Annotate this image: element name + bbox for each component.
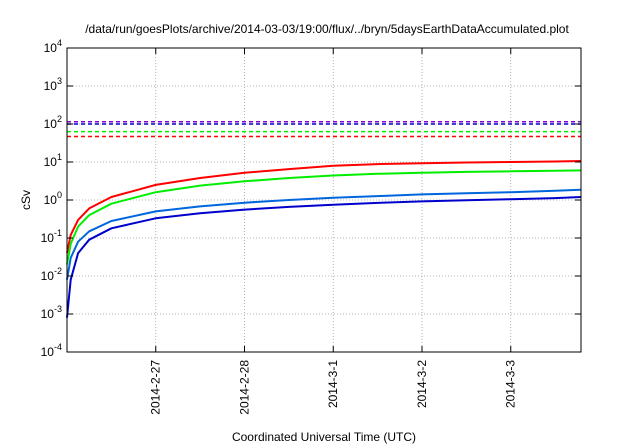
series-lines <box>66 160 582 318</box>
x-tick-label: 2014-3-2 <box>415 360 429 408</box>
y-tick-label: 102 <box>44 114 62 131</box>
y-tick-label: 10-1 <box>41 228 62 245</box>
series-line <box>66 169 582 265</box>
series-line <box>66 160 582 254</box>
x-axis-label: Coordinated Universal Time (UTC) <box>232 430 416 444</box>
y-tick-label: 10-3 <box>41 304 62 321</box>
threshold-lines <box>67 120 581 138</box>
x-tick-label: 2014-2-28 <box>237 360 251 415</box>
x-tick-label: 2014-2-27 <box>149 360 163 415</box>
x-tick-label: 2014-3-1 <box>326 360 340 408</box>
series-line <box>66 196 582 318</box>
chart-title: /data/run/goesPlots/archive/2014-03-03/1… <box>85 22 569 36</box>
y-tick-label: 10-4 <box>41 342 62 359</box>
y-axis-label: cSv <box>19 190 33 210</box>
x-ticks: 2014-2-27 2014-2-28 2014-3-1 2014-3-2 2014-3… <box>149 48 518 415</box>
y-tick-label: 104 <box>44 38 62 55</box>
y-tick-label: 100 <box>44 190 62 207</box>
y-tick-label: 101 <box>44 152 62 169</box>
y-tick-label: 103 <box>44 76 62 93</box>
y-ticks: 10-4 10-3 10-2 10-1 100 101 102 103 104 <box>41 38 581 359</box>
series-line <box>66 188 582 280</box>
x-tick-label: 2014-3-3 <box>504 360 518 408</box>
y-tick-label: 10-2 <box>41 266 62 283</box>
